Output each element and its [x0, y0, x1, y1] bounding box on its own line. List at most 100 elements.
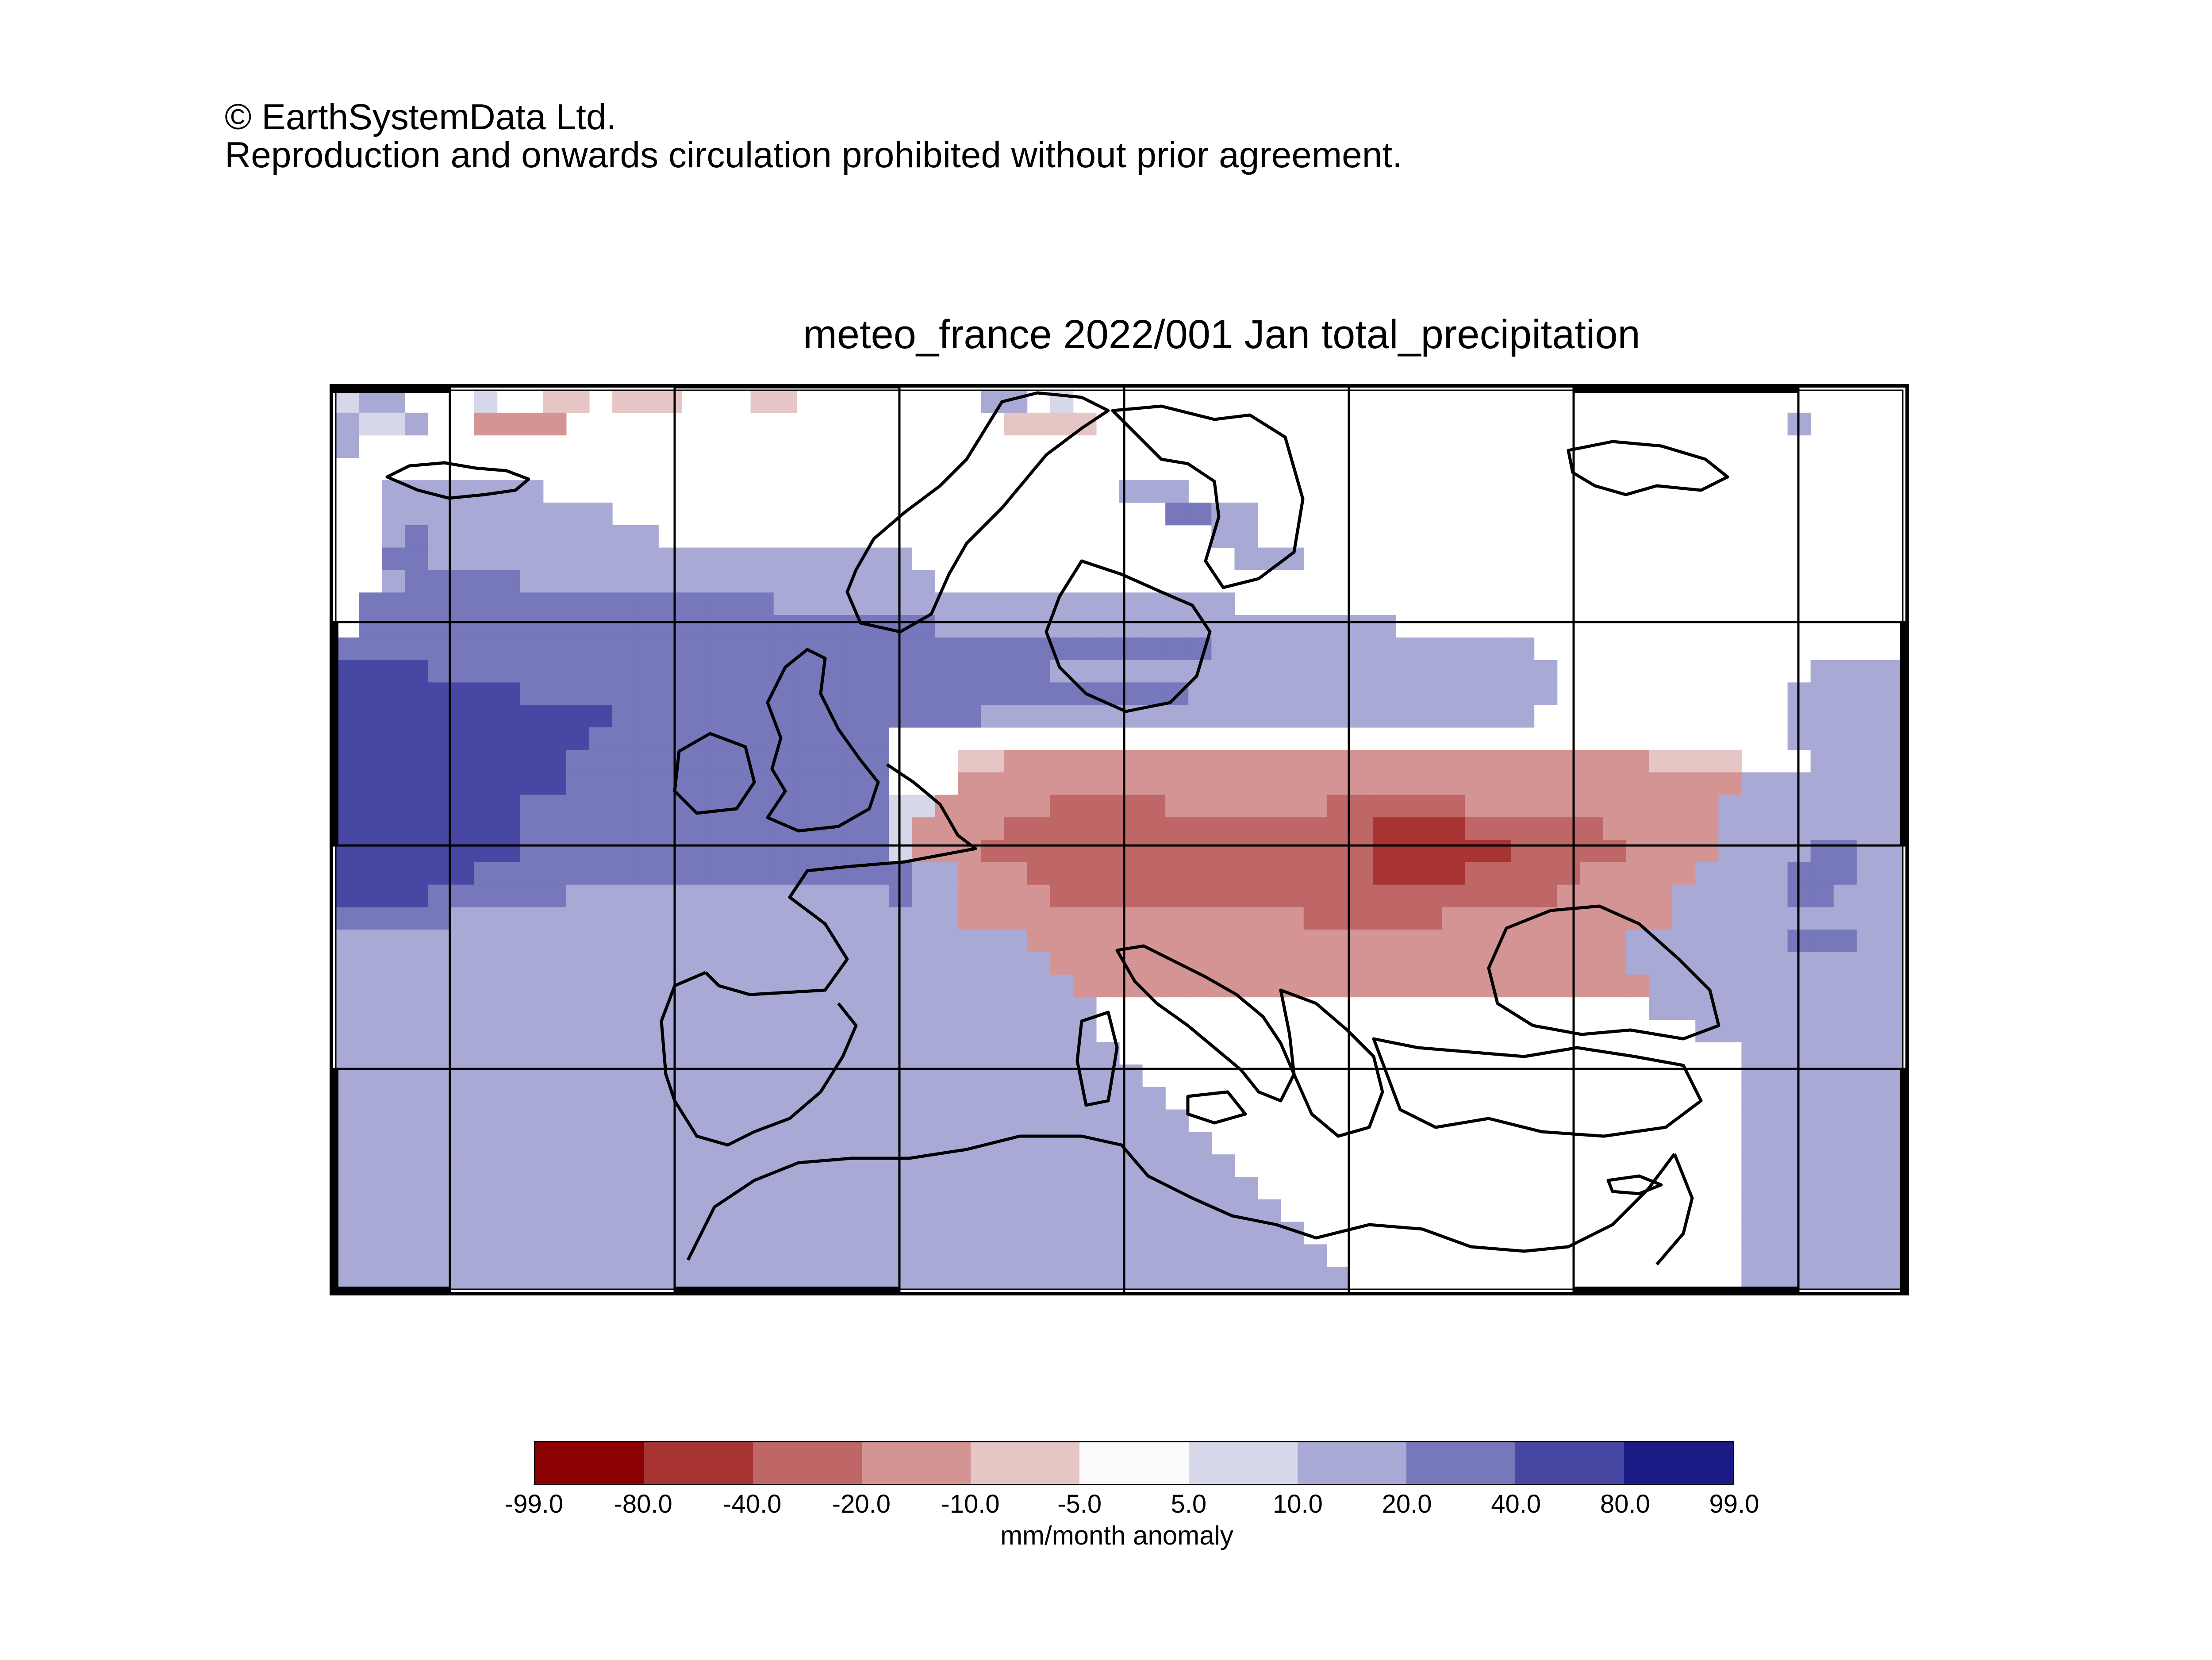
anomaly-cell [1488, 660, 1512, 683]
anomaly-cell [658, 547, 682, 570]
anomaly-cell [635, 1087, 659, 1110]
anomaly-cell [1580, 772, 1604, 795]
anomaly-cell [497, 1087, 521, 1110]
anomaly-cell [543, 1019, 567, 1042]
anomaly-cell [428, 1154, 452, 1177]
colorbar [534, 1441, 1734, 1485]
anomaly-cell [935, 974, 958, 998]
anomaly-cell [1833, 952, 1857, 975]
anomaly-cell [336, 435, 359, 458]
anomaly-cell [474, 682, 498, 705]
anomaly-cell [612, 862, 636, 885]
anomaly-cell [1119, 772, 1143, 795]
anomaly-cell [819, 840, 843, 863]
anomaly-cell [658, 907, 682, 930]
anomaly-cell [1165, 480, 1189, 503]
anomaly-cell [428, 952, 452, 975]
anomaly-cell [1326, 660, 1350, 683]
anomaly-cell [681, 1042, 705, 1065]
anomaly-cell [912, 637, 935, 661]
anomaly-cell [1741, 1042, 1765, 1065]
anomaly-cell [1165, 660, 1189, 683]
anomaly-cell [796, 974, 820, 998]
anomaly-cell [1096, 615, 1120, 638]
anomaly-cell [1188, 1222, 1212, 1245]
anomaly-cell [1303, 1244, 1327, 1267]
anomaly-cell [658, 1109, 682, 1132]
anomaly-cell [1372, 772, 1396, 795]
anomaly-cell [474, 1019, 498, 1042]
anomaly-cell [1326, 615, 1350, 638]
anomaly-cell [658, 727, 682, 750]
anomaly-cell [1833, 795, 1857, 818]
anomaly-cell [566, 547, 590, 570]
anomaly-cell [1142, 660, 1166, 683]
anomaly-cell [1027, 1199, 1051, 1222]
anomaly-cell [1280, 637, 1304, 661]
anomaly-cell [589, 1019, 613, 1042]
anomaly-cell [1073, 660, 1097, 683]
anomaly-cell [359, 1132, 382, 1155]
anomaly-cell [1741, 772, 1765, 795]
anomaly-cell [1142, 1222, 1166, 1245]
anomaly-cell [474, 615, 498, 638]
anomaly-cell [866, 1244, 889, 1267]
colorbar-tick-label: 5.0 [1171, 1490, 1207, 1518]
anomaly-cell [658, 1267, 682, 1290]
anomaly-cell [1833, 727, 1857, 750]
anomaly-cell [405, 749, 428, 773]
anomaly-cell [727, 817, 751, 840]
anomaly-cell [1211, 503, 1235, 526]
anomaly-cell [1096, 592, 1120, 615]
anomaly-cell [635, 840, 659, 863]
anomaly-cell [382, 615, 405, 638]
anomaly-cell [1004, 884, 1028, 907]
anomaly-cell [1027, 1109, 1051, 1132]
anomaly-cell [382, 660, 405, 683]
anomaly-cell [1649, 817, 1673, 840]
anomaly-cell [336, 1042, 359, 1065]
anomaly-cell [935, 1109, 958, 1132]
anomaly-cell [658, 570, 682, 593]
anomaly-cell [474, 727, 498, 750]
anomaly-cell [1833, 1132, 1857, 1155]
anomaly-cell [681, 682, 705, 705]
anomaly-cell [1372, 660, 1396, 683]
anomaly-cell [451, 884, 475, 907]
anomaly-cell [543, 1244, 567, 1267]
anomaly-cell [912, 1132, 935, 1155]
anomaly-cell [1234, 525, 1258, 548]
anomaly-cell [1188, 772, 1212, 795]
anomaly-cell [981, 1199, 1005, 1222]
anomaly-cell [866, 682, 889, 705]
anomaly-cell [1372, 682, 1396, 705]
anomaly-cell [1511, 840, 1535, 863]
anomaly-cell [1741, 952, 1765, 975]
anomaly-cell [635, 1244, 659, 1267]
anomaly-cell [543, 772, 567, 795]
anomaly-cell [866, 660, 889, 683]
anomaly-cell [520, 1199, 544, 1222]
anomaly-cell [1280, 705, 1304, 728]
anomaly-cell [543, 1042, 567, 1065]
anomaly-cell [819, 1199, 843, 1222]
anomaly-cell [704, 1019, 728, 1042]
anomaly-cell [382, 390, 405, 413]
anomaly-cell [1119, 840, 1143, 863]
anomaly-cell [474, 1244, 498, 1267]
anomaly-cell [681, 1199, 705, 1222]
anomaly-cell [1764, 1177, 1788, 1200]
anomaly-cell [1349, 840, 1373, 863]
anomaly-cell [359, 1244, 382, 1267]
anomaly-cell [1119, 817, 1143, 840]
anomaly-cell [819, 795, 843, 818]
anomaly-cell [773, 682, 797, 705]
anomaly-cell [1096, 840, 1120, 863]
anomaly-cell [1165, 705, 1189, 728]
anomaly-cell [750, 637, 774, 661]
anomaly-cell [958, 1019, 982, 1042]
anomaly-cell [1257, 772, 1281, 795]
anomaly-cell [958, 749, 982, 773]
anomaly-cell [1119, 592, 1143, 615]
anomaly-cell [1326, 907, 1350, 930]
